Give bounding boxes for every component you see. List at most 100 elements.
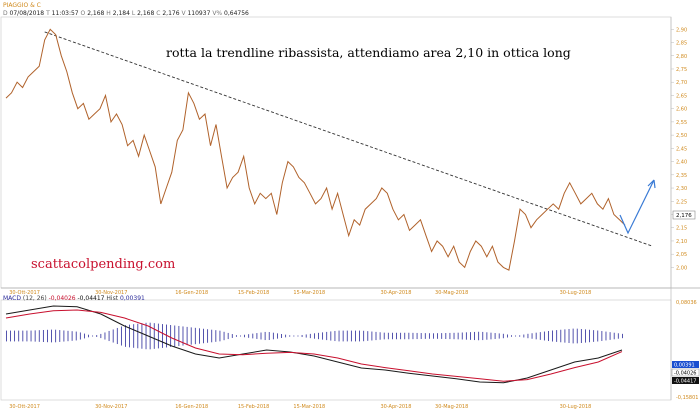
- price-panel-frame: [0, 16, 672, 289]
- histogram-bar: [133, 324, 135, 348]
- histogram-bar: [589, 329, 590, 343]
- histogram-bar: [613, 332, 615, 340]
- histogram-bar: [437, 333, 438, 339]
- price-y-tick-label: 2,00: [676, 265, 687, 271]
- histogram-bar: [511, 335, 512, 337]
- histogram-bar: [564, 329, 566, 343]
- histogram-bar: [601, 331, 603, 341]
- histogram-bar: [478, 331, 480, 341]
- ohlc-header: D 07/08/2018 T 11:03:57 O 2,168 H 2,184 …: [3, 10, 249, 17]
- histogram-bar: [92, 335, 94, 337]
- histogram-bar: [137, 323, 139, 349]
- hist-tag-box: [672, 361, 699, 368]
- histogram-bar: [38, 330, 40, 342]
- histogram-bar: [486, 332, 488, 340]
- histogram-bar: [264, 331, 266, 341]
- histogram-bar: [59, 330, 61, 342]
- time-value: 11:03:57: [51, 10, 79, 17]
- histogram-bar: [375, 331, 377, 341]
- last-price-tag: 2,176: [676, 213, 692, 219]
- histogram-bar: [211, 329, 213, 343]
- histogram-bar: [617, 333, 619, 339]
- histogram-bar: [96, 335, 98, 337]
- macd-x-tick-label: 30-Mag-2018: [435, 404, 468, 410]
- histogram-bar: [252, 333, 254, 339]
- histogram-bar: [465, 332, 467, 340]
- macd-params: (12, 26): [22, 295, 47, 302]
- histogram-bar: [14, 330, 16, 342]
- histogram-bar: [408, 332, 410, 340]
- macd-name: MACD: [3, 295, 21, 302]
- histogram-bar: [527, 333, 529, 339]
- histogram-bar: [235, 335, 237, 337]
- histogram-bar: [125, 325, 126, 347]
- histogram-bar: [449, 332, 451, 340]
- price-x-tick-label: 15-Mar-2018: [293, 290, 325, 296]
- date-key: D: [3, 10, 8, 17]
- histogram-bar: [30, 330, 32, 342]
- signal-tag-box: [672, 377, 699, 384]
- histogram-bar: [166, 324, 167, 348]
- histogram-bar: [576, 328, 578, 344]
- histogram-bar: [281, 333, 282, 339]
- histogram-bar: [301, 334, 303, 338]
- price-y-tick-label: 2,15: [676, 226, 687, 232]
- price-series-line: [5, 28, 626, 271]
- histogram-bar: [416, 332, 418, 340]
- price-x-tick-label: 30-Mag-2018: [435, 290, 468, 296]
- histogram-bar: [359, 330, 360, 342]
- macd-value-1: -0,04026: [48, 295, 76, 302]
- volume-value: 110937: [187, 10, 211, 17]
- low-key: L: [131, 10, 136, 17]
- histogram-bar: [605, 331, 607, 341]
- low-value: 2,168: [137, 10, 155, 17]
- macd-x-tick-label: 30-Ott-2017: [9, 404, 40, 410]
- histogram-bar: [379, 332, 381, 340]
- histogram-bar: [42, 329, 44, 343]
- histogram-bar: [178, 325, 180, 347]
- histogram-bar: [556, 330, 558, 342]
- price-x-tick-label: 16-Gen-2018: [175, 290, 208, 296]
- price-y-tick-label: 2,10: [676, 239, 687, 245]
- last-price-tag-box: [672, 210, 696, 220]
- histogram-bar: [428, 333, 430, 339]
- histogram-bar: [244, 334, 245, 338]
- histogram-bar: [507, 334, 508, 338]
- high-key: H: [106, 10, 111, 17]
- histogram-bar: [424, 333, 426, 339]
- histogram-bar: [231, 334, 233, 338]
- open-value: 2,168: [87, 10, 105, 17]
- histogram-bar: [330, 331, 332, 341]
- price-x-tick-label: 30-Nov-2017: [95, 290, 127, 296]
- macd-panel-frame: [0, 299, 672, 401]
- arrow-head-icon: [647, 179, 656, 189]
- histogram-bar: [445, 333, 447, 339]
- price-y-tick-label: 2,70: [676, 80, 687, 86]
- histogram-bar: [609, 332, 611, 340]
- histogram-bar: [108, 330, 110, 342]
- histogram-bar: [47, 329, 48, 343]
- price-y-tick-label: 2,75: [676, 67, 687, 73]
- histogram-bar: [199, 328, 200, 344]
- histogram-bar: [10, 330, 11, 342]
- signal-series-line: [5, 309, 623, 382]
- histogram-bar: [548, 330, 549, 342]
- histogram-bar: [67, 330, 69, 342]
- projection-arrow: [619, 179, 655, 235]
- histogram-bar: [63, 330, 65, 342]
- histogram-bar: [433, 333, 434, 339]
- histogram-bar: [346, 330, 348, 342]
- downtrend-line: [44, 31, 653, 247]
- histogram-bar: [371, 331, 373, 341]
- histogram-bar: [572, 328, 574, 344]
- histogram-bar: [112, 329, 114, 343]
- histogram-bar: [272, 332, 274, 340]
- macd-x-tick-label: 30-Apr-2018: [381, 404, 412, 410]
- change-value: 0,64756: [224, 10, 249, 17]
- hist-value: 0,00391: [120, 295, 145, 302]
- signal-tag: -0,04417: [674, 379, 696, 385]
- histogram-bar: [585, 329, 586, 343]
- macd-x-tick-label: 16-Gen-2018: [175, 404, 208, 410]
- histogram-bar: [535, 332, 537, 340]
- histogram-bar: [162, 324, 163, 348]
